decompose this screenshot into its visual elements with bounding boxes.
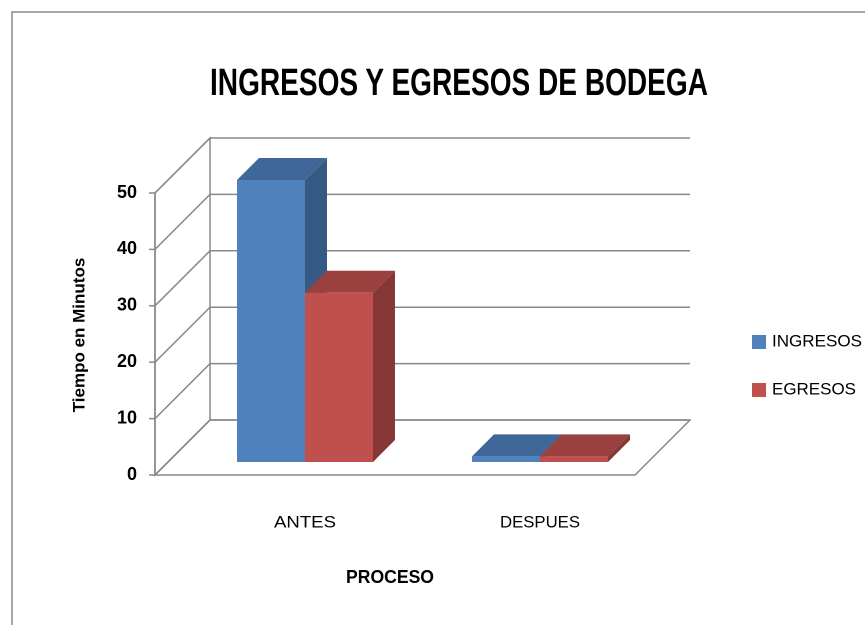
bar-front [305, 292, 373, 462]
bar-side [608, 434, 630, 462]
y-tick-label: 0 [127, 464, 137, 484]
grid-line [154, 250, 690, 307]
bar-top [237, 158, 327, 180]
grid-line [154, 193, 690, 250]
bar-top [540, 434, 630, 457]
bar [540, 434, 630, 462]
y-tick-label: 30 [117, 295, 137, 315]
x-tick-label: DESPUES [500, 512, 580, 531]
chart-frame [11, 11, 865, 625]
side-wall [154, 136, 211, 477]
legend-swatch [752, 335, 766, 349]
bar-front [540, 456, 608, 462]
legend-swatch [752, 383, 766, 397]
legend-label: INGRESOS [772, 331, 862, 350]
legend-label: EGRESOS [772, 379, 856, 398]
bar-front [237, 180, 305, 462]
bar-front [472, 456, 540, 462]
grid-line [154, 419, 690, 476]
y-tick-label: 40 [117, 238, 137, 258]
grid-line [154, 362, 690, 420]
grid-line [154, 306, 690, 363]
chart-title: INGRESOS Y EGRESOS DE BODEGA [210, 62, 708, 104]
bar-side [373, 270, 395, 462]
bar-top [305, 270, 395, 293]
grid-line [154, 137, 690, 194]
x-axis-title: PROCESO [346, 567, 434, 587]
y-tick-label: 50 [117, 182, 137, 202]
bar [305, 270, 395, 462]
y-tick-label: 20 [117, 351, 137, 371]
x-tick-label: ANTES [274, 512, 336, 531]
bar-top [472, 434, 562, 457]
y-axis-title: Tiempo en Minutos [69, 258, 88, 413]
y-tick-label: 10 [117, 407, 137, 427]
